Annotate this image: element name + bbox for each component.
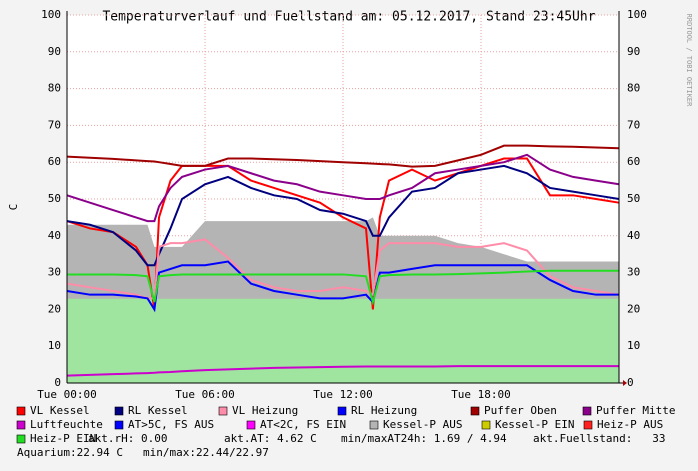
info-text: min/max:22.44/22.97 [143, 446, 269, 459]
y-tick-label: 0 [54, 376, 61, 389]
y-tick-label: 60 [627, 155, 640, 168]
y-tick-label: 80 [48, 82, 61, 95]
legend-swatch [218, 406, 228, 416]
line [66, 144, 620, 168]
y-tick-label: 100 [41, 8, 61, 21]
y-tick-label: 10 [48, 339, 61, 352]
fill-area [67, 298, 619, 383]
y-tick-label: 30 [627, 266, 640, 279]
legend-swatch [16, 434, 26, 444]
legend-label: RL Kessel [128, 404, 188, 417]
legend-label: AT<2C, FS EIN [260, 418, 346, 431]
legend-label: Puffer Mitte [596, 404, 675, 417]
legend-label: Luftfeuchte [30, 418, 103, 431]
arrow [623, 380, 627, 386]
legend-swatch [369, 420, 379, 430]
legend-swatch [246, 420, 256, 430]
legend-swatch [481, 420, 491, 430]
info-text: akt.Fuellstand: 33 [533, 432, 665, 445]
legend-label: VL Kessel [30, 404, 90, 417]
x-tick-label: Tue 12:00 [313, 388, 373, 401]
y-tick-label: 70 [48, 118, 61, 131]
legend-swatch [16, 406, 26, 416]
legend-label: Puffer Oben [484, 404, 557, 417]
x-tick-label: Tue 00:00 [37, 388, 97, 401]
line [66, 260, 619, 313]
x-tick-label: Tue 18:00 [451, 388, 511, 401]
y-tick-label: 70 [627, 118, 640, 131]
line [66, 164, 620, 267]
legend-label: Heiz-P AUS [597, 418, 663, 431]
info-text: min/maxAT24h: 1.69 / 4.94 [341, 432, 507, 445]
legend-swatch [114, 406, 124, 416]
y-tick-label: 10 [627, 339, 640, 352]
x-tick-label: Tue 06:00 [175, 388, 235, 401]
legend-label: RL Heizung [351, 404, 417, 417]
y-tick-label: 50 [627, 192, 640, 205]
y-tick-label: 20 [627, 302, 640, 315]
info-text: Aquarium:22.94 C [17, 446, 123, 459]
line [66, 365, 619, 377]
legend-label: VL Heizung [232, 404, 298, 417]
y-tick-label: 40 [627, 229, 640, 242]
line [66, 153, 620, 223]
y-tick-label: 30 [48, 266, 61, 279]
y-tick-label: 0 [627, 376, 634, 389]
legend-swatch [583, 420, 593, 430]
legend-swatch [470, 406, 480, 416]
y-tick-label: 40 [48, 229, 61, 242]
y-tick-label: 90 [48, 45, 61, 58]
y-tick-label: 60 [48, 155, 61, 168]
info-text: akt.AT: 4.62 C [224, 432, 317, 445]
y-tick-label: 80 [627, 82, 640, 95]
line [67, 269, 619, 306]
legend-label: Kessel-P EIN [495, 418, 574, 431]
y-tick-label: 20 [48, 302, 61, 315]
info-text: akt.rH: 0.00 [88, 432, 167, 445]
legend-label: Kessel-P AUS [383, 418, 462, 431]
y-tick-label: 90 [627, 45, 640, 58]
watermark: RRDTOOL / TOBI OETIKER [685, 14, 693, 108]
y-tick-label: 100 [627, 8, 647, 21]
line [66, 157, 620, 310]
legend-swatch [16, 420, 26, 430]
legend-swatch [337, 406, 347, 416]
chart-title: Temperaturverlauf und Fuellstand am: 05.… [102, 10, 595, 25]
y-tick-label: 50 [48, 192, 61, 205]
legend-swatch [114, 420, 124, 430]
legend-label: Heiz-P EIN [30, 432, 96, 445]
y-axis-label: C [7, 204, 20, 211]
legend-swatch [582, 406, 592, 416]
legend-label: AT>5C, FS AUS [128, 418, 214, 431]
